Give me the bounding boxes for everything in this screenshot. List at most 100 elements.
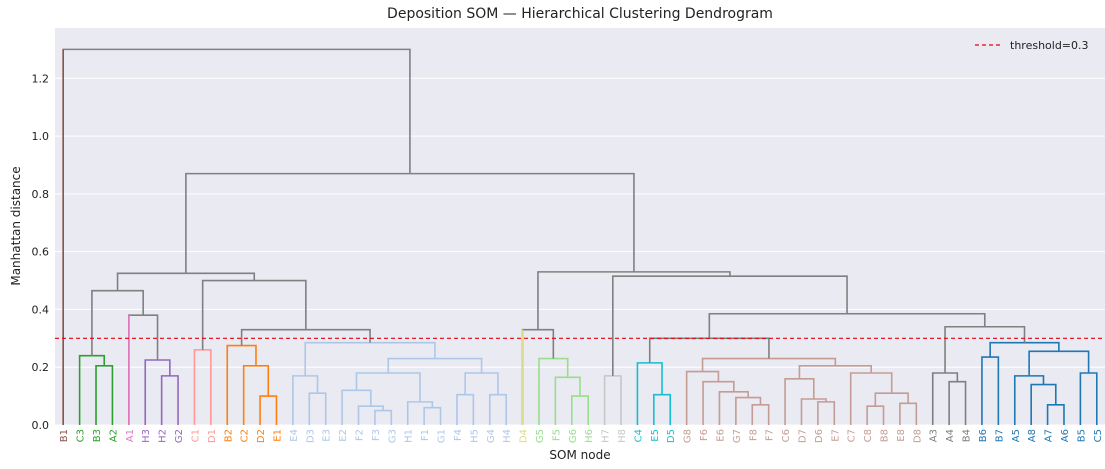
leaf-label: D3 xyxy=(305,429,316,443)
leaf-label: E1 xyxy=(272,429,283,442)
leaf-label: H6 xyxy=(584,429,595,443)
x-axis-label: SOM node xyxy=(549,448,610,462)
leaf-label: B8 xyxy=(880,429,891,442)
dendrogram-link xyxy=(685,370,720,425)
dendrogram-link xyxy=(989,341,1060,358)
leaf-label: F2 xyxy=(355,429,366,441)
plot-area xyxy=(55,28,1105,425)
dendrogram-link xyxy=(304,341,436,376)
leaf-label: D1 xyxy=(207,429,218,443)
leaf-label: H1 xyxy=(404,429,415,443)
chart-title: Deposition SOM — Hierarchical Clustering… xyxy=(387,6,773,22)
leaf-label: B4 xyxy=(962,429,973,442)
leaf-label: A4 xyxy=(945,429,956,442)
leaf-label: D5 xyxy=(666,429,677,443)
leaf-label: G3 xyxy=(387,429,398,443)
leaf-label: F4 xyxy=(453,429,464,441)
leaf-label: H4 xyxy=(502,429,513,443)
leaf-label: C2 xyxy=(240,429,251,442)
dendrogram-link xyxy=(160,375,179,425)
dendrogram-link xyxy=(981,356,1000,425)
leaf-label: F1 xyxy=(420,429,431,441)
leaf-label: E2 xyxy=(338,429,349,442)
leaf-label: B2 xyxy=(223,429,234,442)
leaf-label: C5 xyxy=(1093,429,1104,442)
y-tick-label: 1.0 xyxy=(32,130,50,143)
leaf-label: E7 xyxy=(830,429,841,442)
leaf-label: G8 xyxy=(683,429,694,443)
leaf-label: D6 xyxy=(814,429,825,443)
dendrogram-link xyxy=(488,393,507,425)
y-tick-label: 1.2 xyxy=(32,72,50,85)
leaf-label: E4 xyxy=(289,429,300,442)
y-tick-label: 0.2 xyxy=(32,361,50,374)
leaf-label: E3 xyxy=(322,429,333,442)
leaf-label: H8 xyxy=(617,429,628,443)
leaf-label: E8 xyxy=(896,429,907,442)
leaf-label: F6 xyxy=(699,429,710,441)
leaf-label: H5 xyxy=(469,429,480,443)
leaf-label: A1 xyxy=(125,429,136,442)
dendrogram-link xyxy=(341,389,372,425)
leaf-label: A5 xyxy=(1011,429,1022,442)
y-axis-label: Manhattan distance xyxy=(9,166,23,285)
leaf-label: B5 xyxy=(1076,429,1087,442)
dendrogram-link xyxy=(292,375,319,425)
leaf-label: G1 xyxy=(437,429,448,443)
dendrogram-link xyxy=(308,392,327,425)
dendrogram-link xyxy=(899,402,918,425)
leaf-label: D8 xyxy=(912,429,923,443)
dendrogram-link xyxy=(95,364,114,425)
leaf-label: H2 xyxy=(158,429,169,443)
dendrogram-link xyxy=(1030,383,1057,425)
leaf-label: A3 xyxy=(929,429,940,442)
dendrogram-link xyxy=(1013,375,1045,425)
leaf-label: B6 xyxy=(978,429,989,442)
dendrogram-link xyxy=(653,393,672,425)
dendrogram-link xyxy=(242,364,270,425)
leaf-label: F3 xyxy=(371,429,382,441)
dendrogram-link xyxy=(874,392,909,407)
leaf-label: C8 xyxy=(863,429,874,442)
dendrogram-link xyxy=(798,364,873,379)
dendrogram-link xyxy=(456,393,475,425)
leaf-label: D7 xyxy=(797,429,808,443)
leaf-label: H3 xyxy=(141,429,152,443)
leaf-label: A7 xyxy=(1044,429,1055,442)
leaf-label: D2 xyxy=(256,429,267,443)
leaf-label: D4 xyxy=(519,429,530,443)
leaf-label: E6 xyxy=(715,429,726,442)
leaf-label: G7 xyxy=(732,429,743,443)
dendrogram-link xyxy=(603,375,622,425)
leaf-label: C7 xyxy=(847,429,858,442)
leaf-label: C4 xyxy=(633,429,644,442)
leaf-label: E5 xyxy=(650,429,661,442)
y-tick-label: 0.8 xyxy=(32,188,50,201)
leaf-label: B3 xyxy=(92,429,103,442)
y-tick-label: 0.6 xyxy=(32,246,50,259)
leaf-label: G2 xyxy=(174,429,185,443)
leaf-label: G6 xyxy=(568,429,579,443)
leaf-label: A8 xyxy=(1027,429,1038,442)
y-tick-label: 0.0 xyxy=(32,419,50,432)
leaf-label: C6 xyxy=(781,429,792,442)
leaf-label: B1 xyxy=(59,429,70,442)
leaf-label: C3 xyxy=(76,429,87,442)
leaf-label: A6 xyxy=(1060,429,1071,442)
leaf-label: H7 xyxy=(601,429,612,443)
dendrogram-link xyxy=(800,398,827,425)
leaf-label: G5 xyxy=(535,429,546,443)
dendrogram-link xyxy=(116,272,256,291)
dendrogram-link xyxy=(240,328,371,346)
leaf-label: F8 xyxy=(748,429,759,441)
dendrogram-link xyxy=(1028,350,1090,376)
leaf-label: A2 xyxy=(108,429,119,442)
leaf-label: G4 xyxy=(486,429,497,443)
leaf-label: F5 xyxy=(551,429,562,441)
dendrogram-link xyxy=(735,396,762,425)
y-tick-label: 0.4 xyxy=(32,303,50,316)
leaf-label: C1 xyxy=(190,429,201,442)
leaf-label: F7 xyxy=(765,429,776,441)
legend-label: threshold=0.3 xyxy=(1010,39,1089,52)
